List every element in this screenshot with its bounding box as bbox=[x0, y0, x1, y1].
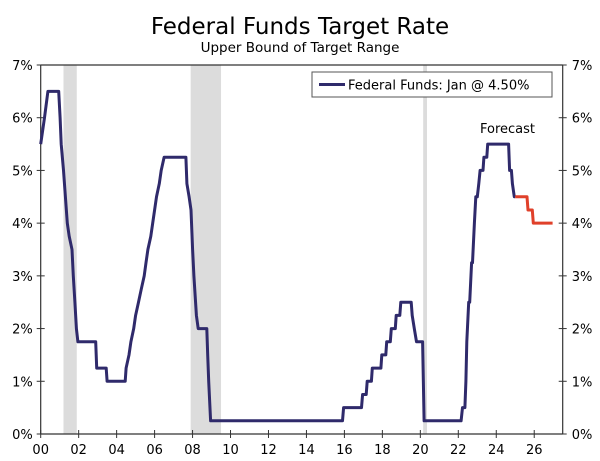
x-tick-label: 02 bbox=[70, 443, 87, 458]
legend: Federal Funds: Jan @ 4.50% bbox=[311, 71, 553, 98]
x-tick-label: 12 bbox=[260, 443, 277, 458]
x-tick-label: 20 bbox=[412, 443, 429, 458]
y-tick-label-right: 4% bbox=[572, 217, 593, 232]
x-tick-label: 14 bbox=[298, 443, 315, 458]
recession-band bbox=[423, 65, 427, 434]
x-tick-label: 24 bbox=[488, 443, 505, 458]
y-tick-label-left: 0% bbox=[12, 428, 33, 443]
y-tick-label-left: 4% bbox=[12, 217, 33, 232]
y-tick-label-left: 2% bbox=[12, 323, 33, 338]
x-tick-label: 00 bbox=[32, 443, 49, 458]
y-tick-label-right: 3% bbox=[572, 270, 593, 285]
series-line-federal-funds bbox=[39, 89, 516, 423]
chart-subtitle: Upper Bound of Target Range bbox=[200, 40, 400, 56]
y-tick-label-right: 7% bbox=[572, 59, 593, 74]
y-tick-label-right: 2% bbox=[572, 323, 593, 338]
y-tick-label-left: 6% bbox=[12, 112, 33, 127]
y-tick-label-left: 1% bbox=[12, 375, 33, 390]
y-tick-label-left: 5% bbox=[12, 164, 33, 179]
y-tick-label-left: 7% bbox=[12, 59, 33, 74]
x-tick-label: 26 bbox=[526, 443, 543, 458]
series-line-forecast bbox=[515, 195, 553, 225]
x-tick-label: 22 bbox=[450, 443, 467, 458]
legend-label: Federal Funds: Jan @ 4.50% bbox=[348, 79, 529, 94]
x-tick-label: 16 bbox=[336, 443, 353, 458]
y-tick-label-right: 6% bbox=[572, 112, 593, 127]
x-tick-label: 04 bbox=[108, 443, 125, 458]
x-tick-label: 18 bbox=[374, 443, 391, 458]
x-tick-label: 06 bbox=[146, 443, 163, 458]
y-tick-label-right: 1% bbox=[572, 375, 593, 390]
x-tick-label: 08 bbox=[184, 443, 201, 458]
chart-title: Federal Funds Target Rate bbox=[150, 14, 450, 40]
y-tick-label-left: 3% bbox=[12, 270, 33, 285]
forecast-annotation: Forecast bbox=[480, 122, 535, 137]
x-tick-label: 10 bbox=[222, 443, 239, 458]
recession-band bbox=[63, 65, 77, 434]
y-tick-label-right: 0% bbox=[572, 428, 593, 443]
recession-band bbox=[190, 65, 222, 434]
y-tick-label-right: 5% bbox=[572, 164, 593, 179]
